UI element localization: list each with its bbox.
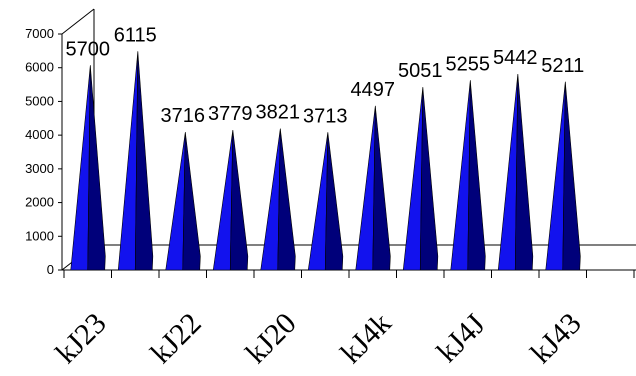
bar-front-face: [165, 132, 186, 271]
bar: [117, 51, 154, 271]
bar-side-face: [324, 132, 344, 271]
bar-side-face: [229, 130, 249, 271]
bar-front-face: [307, 132, 329, 271]
y-tick-label: 5000: [25, 93, 54, 108]
bar: [355, 105, 391, 271]
y-tick-label: 3000: [25, 161, 54, 176]
bar-front-face: [212, 130, 234, 271]
bar: [545, 81, 581, 271]
value-label: 4497: [351, 79, 396, 101]
bar: [165, 132, 201, 271]
bar: [212, 130, 249, 271]
value-label: 5442: [493, 47, 538, 69]
bar-front-face: [497, 73, 519, 271]
bar: [450, 80, 486, 271]
bar-side-face: [514, 74, 534, 271]
bar: [497, 73, 534, 271]
category-label: kJ20: [239, 307, 302, 370]
bar-side-face: [562, 81, 581, 271]
bar-side-face: [467, 80, 486, 271]
bar-side-face: [87, 65, 106, 271]
bar-side-face: [277, 128, 296, 271]
y-tick-label: 7000: [25, 26, 54, 41]
bar-front-face: [450, 80, 471, 271]
category-label: kJ23: [49, 307, 112, 370]
category-labels: kJ23 kJ22 kJ20 kJ4k kJ4J kJ43: [49, 307, 587, 370]
bar-front-face: [402, 87, 424, 271]
value-label: 5051: [398, 60, 443, 82]
bar: [70, 65, 106, 271]
value-label: 5211: [541, 55, 584, 77]
bar-side-face: [134, 51, 154, 271]
bar: [307, 132, 344, 271]
y-tick-label: 4000: [25, 127, 54, 142]
y-tick-label: 2000: [25, 195, 54, 210]
bar: [260, 128, 296, 271]
bar-front-face: [260, 128, 281, 271]
bar-side-face: [372, 105, 391, 271]
bar-front-face: [545, 81, 566, 271]
bar-side-face: [182, 132, 201, 271]
value-label: 5255: [446, 53, 491, 75]
category-label: kJ22: [144, 307, 207, 370]
value-label: 3716: [161, 105, 206, 127]
y-tick-label: 6000: [25, 60, 54, 75]
category-label: kJ4k: [334, 307, 397, 370]
value-label: 3713: [303, 105, 348, 127]
category-label: kJ43: [524, 307, 587, 370]
y-tick-label: 1000: [25, 228, 54, 243]
wall-top-diagonal: [61, 8, 95, 35]
bar-side-face: [419, 87, 439, 271]
bar: [402, 87, 439, 271]
value-label: 5700: [66, 38, 111, 60]
value-label: 3779: [208, 103, 253, 125]
category-label: kJ4J: [430, 308, 491, 369]
y-tick-label: 0: [47, 262, 54, 277]
value-label: 3821: [256, 102, 301, 124]
bar-front-face: [117, 51, 139, 271]
y-axis-ticks: 0 1000 2000 3000 4000 5000 6000 7000: [25, 26, 62, 277]
bar-front-face: [355, 105, 376, 271]
bar-series: [70, 51, 581, 271]
value-label: 6115: [114, 24, 157, 46]
bar-front-face: [70, 65, 91, 271]
